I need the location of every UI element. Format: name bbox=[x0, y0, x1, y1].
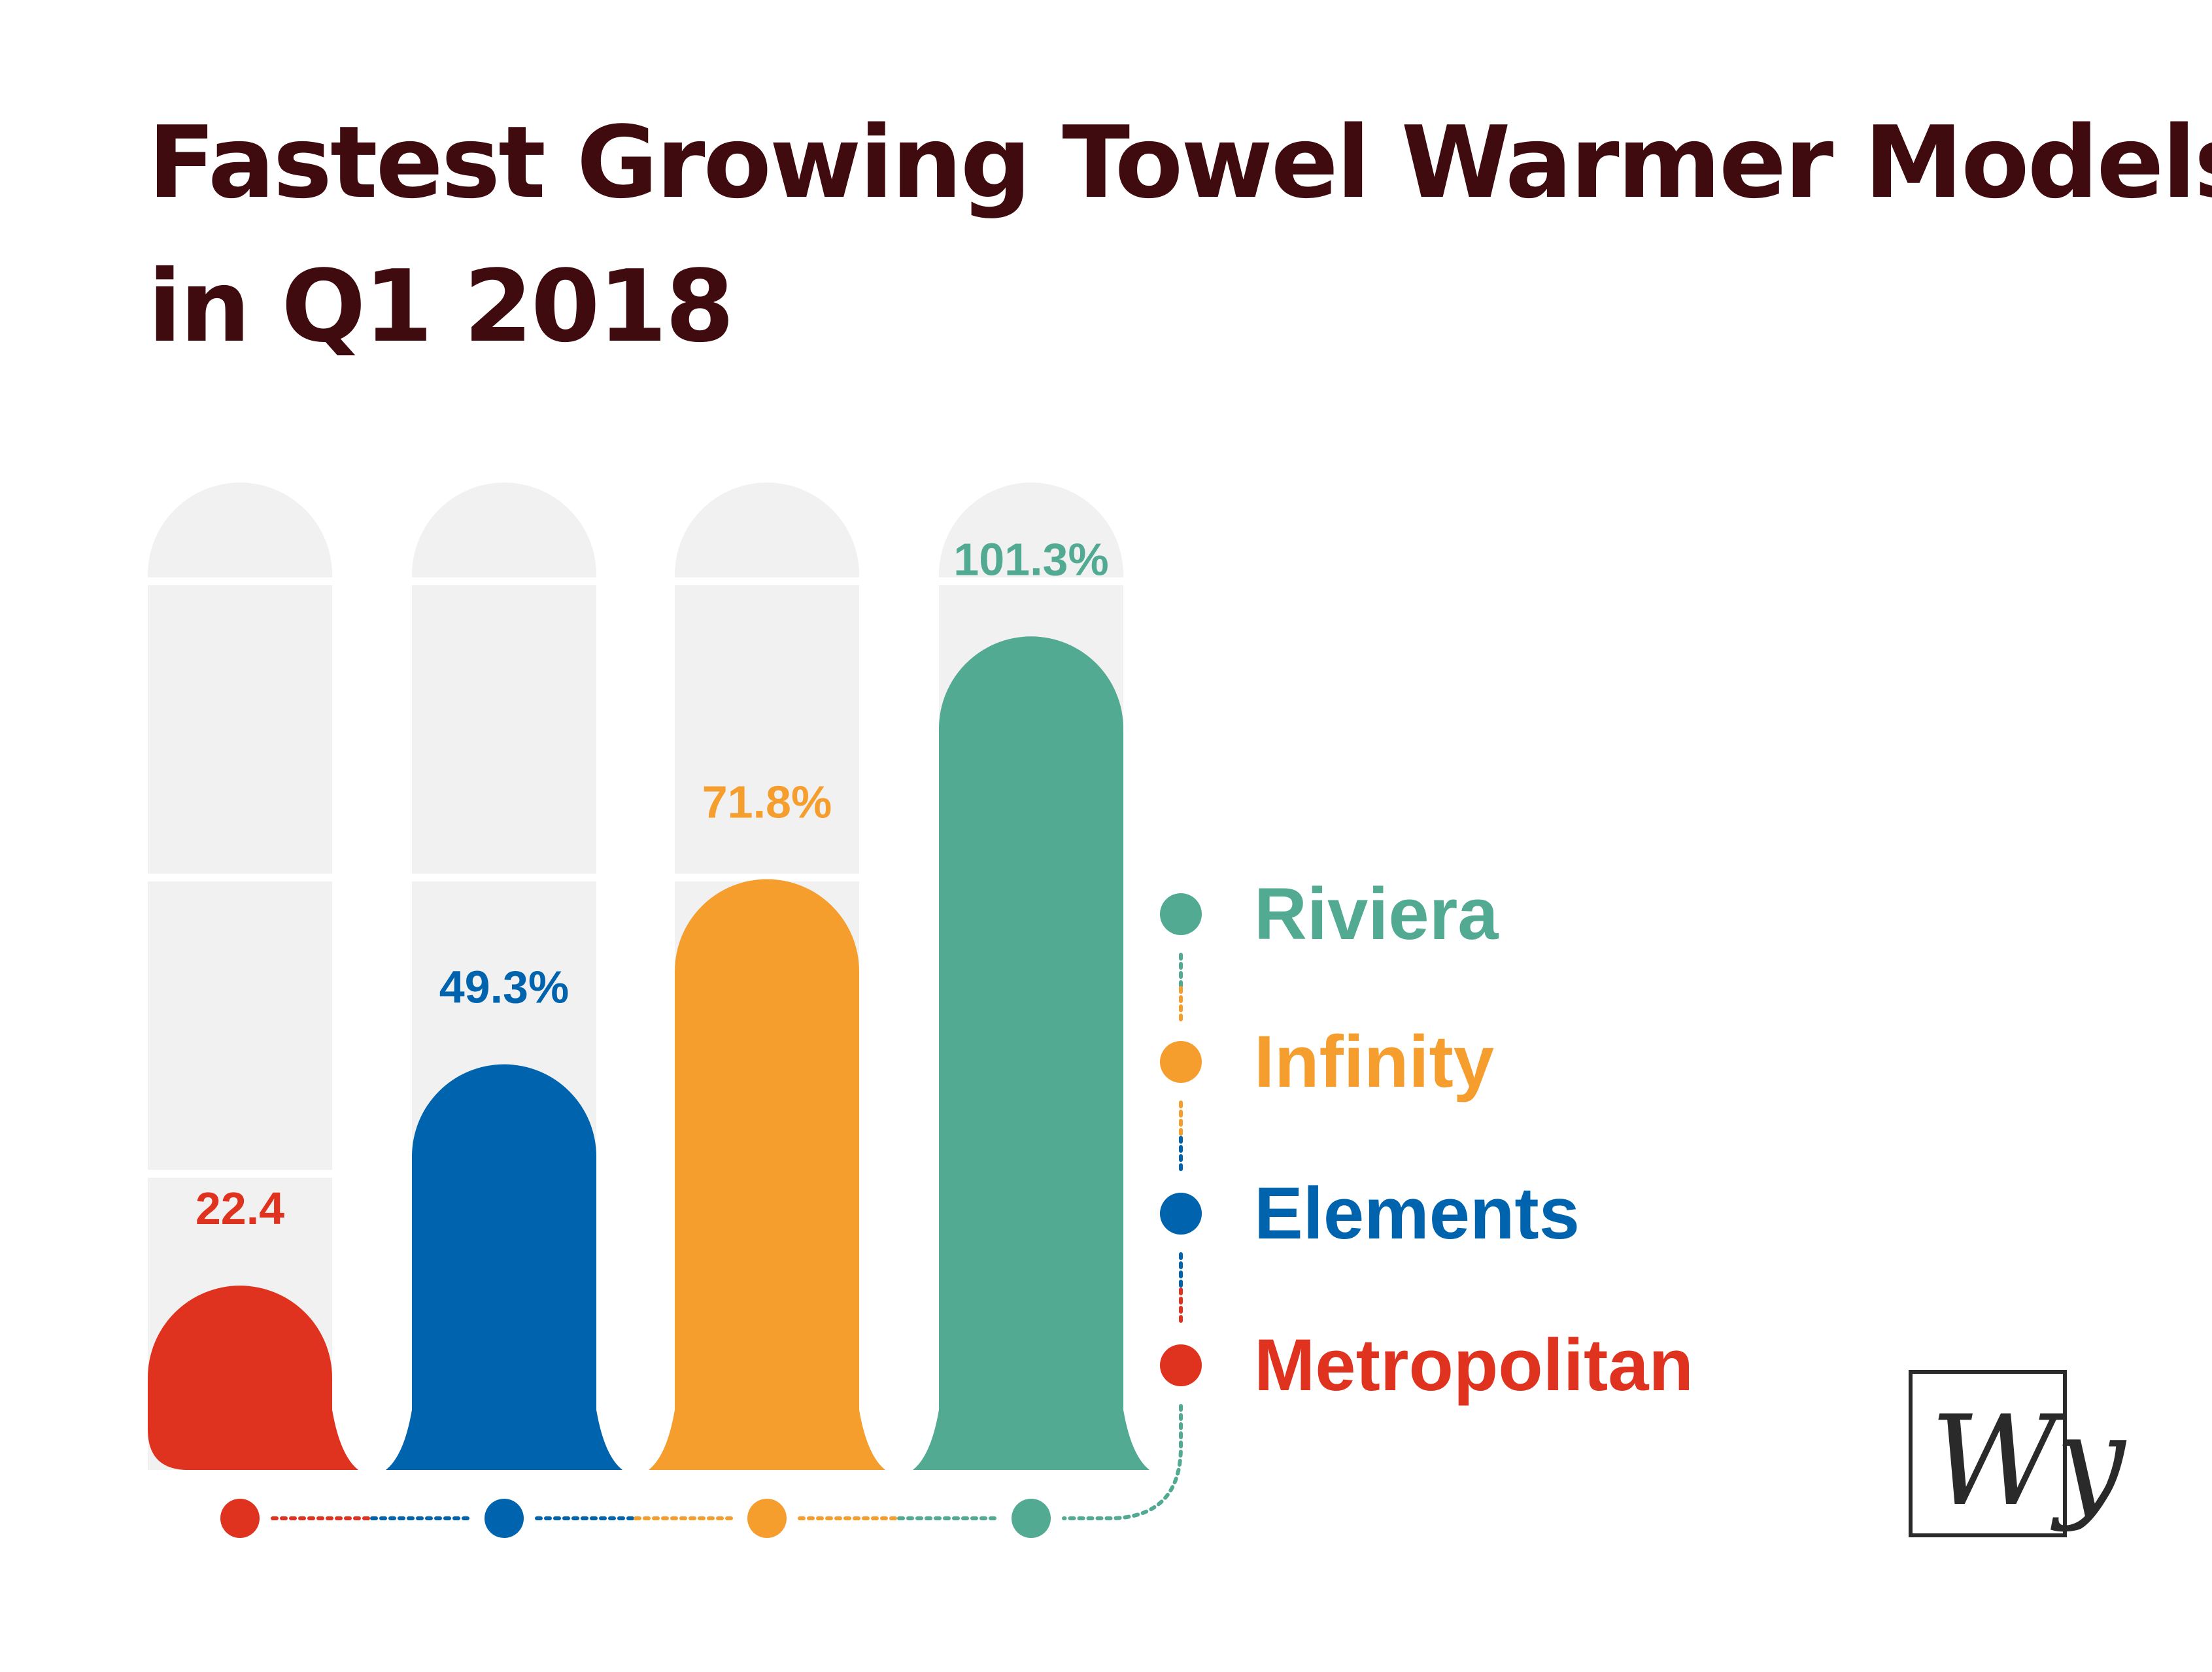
legend-label-riviera: Riviera bbox=[1254, 873, 1499, 955]
bar-infinity bbox=[649, 879, 885, 1470]
logo-monogram: Wy bbox=[1930, 1389, 2127, 1533]
legend-dot-metropolitan bbox=[1160, 1344, 1202, 1386]
legend-label-elements: Elements bbox=[1254, 1172, 1580, 1254]
legend-dot-elements bbox=[1160, 1193, 1202, 1235]
chart-title-line-1: Fastest Growing Towel Warmer Models bbox=[148, 105, 2212, 220]
chart-title-line-2: in Q1 2018 bbox=[148, 248, 734, 364]
axis-dot-riviera bbox=[1012, 1499, 1051, 1538]
bar-track-metropolitan bbox=[148, 483, 332, 1470]
value-label-infinity: 71.8% bbox=[702, 777, 832, 828]
axis-dot-metropolitan bbox=[220, 1499, 260, 1538]
legend-label-infinity: Infinity bbox=[1254, 1021, 1494, 1102]
logo-frame bbox=[1909, 1370, 2067, 1537]
bar-elements bbox=[386, 1064, 622, 1470]
axis-dot-elements bbox=[485, 1499, 524, 1538]
legend-dot-riviera bbox=[1160, 893, 1202, 935]
value-label-metropolitan: 22.4 bbox=[196, 1183, 284, 1234]
brand-logo: Wy bbox=[1909, 1370, 2127, 1537]
bar-metropolitan bbox=[148, 1286, 358, 1470]
legend-dot-infinity bbox=[1160, 1041, 1202, 1083]
value-label-elements: 49.3% bbox=[439, 962, 569, 1013]
value-label-riviera: 101.3% bbox=[953, 534, 1108, 585]
bar-riviera bbox=[913, 636, 1149, 1470]
legend-to-axis-connector bbox=[1062, 1404, 1183, 1520]
axis-dot-infinity bbox=[747, 1499, 787, 1538]
legend-label-metropolitan: Metropolitan bbox=[1254, 1324, 1693, 1406]
